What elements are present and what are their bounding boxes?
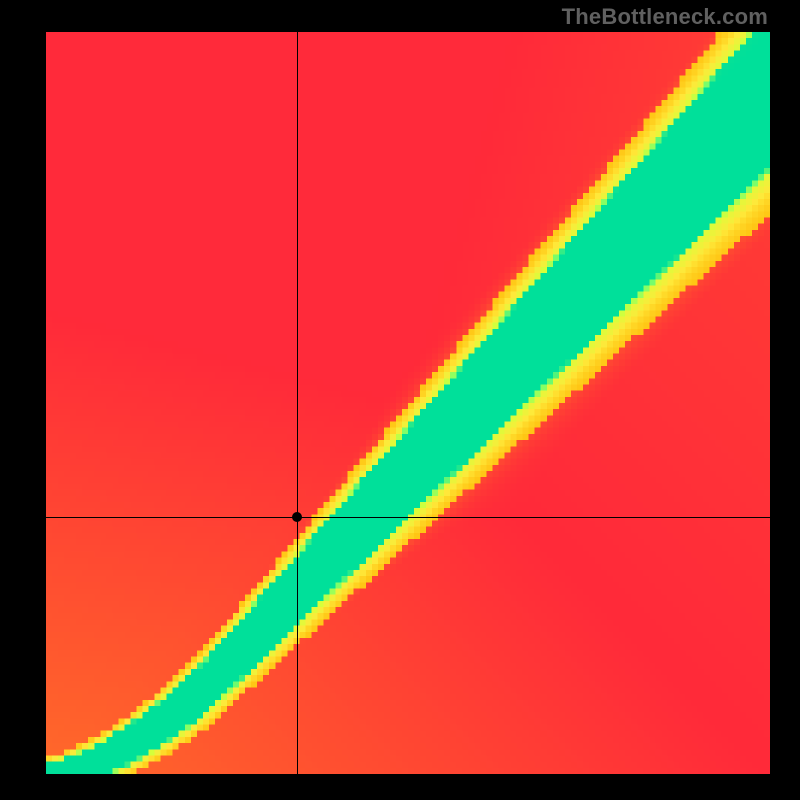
heatmap-canvas [46, 32, 770, 774]
heatmap-plot-area [46, 32, 770, 774]
crosshair-horizontal [46, 517, 770, 518]
crosshair-vertical [297, 32, 298, 774]
watermark-text: TheBottleneck.com [562, 4, 768, 30]
chart-container: { "meta": { "watermark": "TheBottleneck.… [0, 0, 800, 800]
